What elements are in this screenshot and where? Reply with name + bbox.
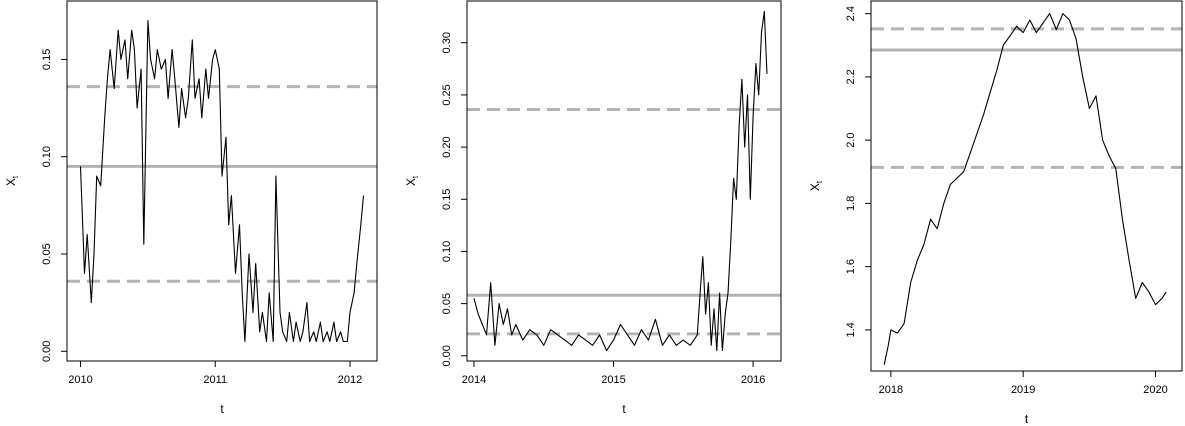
- y-axis-title-subscript: t: [11, 175, 20, 178]
- y-axis-title-subscript: t: [411, 175, 420, 178]
- series-line-1: [79, 19, 365, 343]
- plot-frame: [466, 0, 782, 362]
- y-axis-title: Xt: [4, 175, 20, 186]
- y-tick-label: 0.30: [441, 32, 453, 53]
- y-tick-label: 0.05: [441, 293, 453, 314]
- x-axis-title: t: [220, 402, 224, 416]
- y-tick-label: 0.00: [41, 341, 53, 362]
- x-tick-label: 2012: [338, 374, 362, 386]
- x-tick-label: 2020: [1143, 384, 1167, 396]
- y-tick-label: 2.2: [845, 69, 857, 84]
- x-tick-label: 2010: [68, 374, 92, 386]
- x-tick-label: 2018: [879, 384, 903, 396]
- y-axis-title-subscript: t: [815, 180, 824, 183]
- y-tick-label: 1.4: [845, 322, 857, 337]
- series-line-1: [473, 10, 768, 352]
- y-tick-label: 0.00: [441, 345, 453, 366]
- y-tick-label: 0.15: [41, 49, 53, 70]
- y-tick-label: 0.25: [441, 84, 453, 105]
- plot-frame: [870, 0, 1183, 372]
- x-tick-label: 2011: [203, 374, 227, 386]
- series-line-1: [883, 13, 1167, 365]
- y-tick-label: 2.4: [845, 6, 857, 21]
- x-axis-title: t: [1025, 412, 1029, 426]
- y-tick-label: 0.15: [441, 189, 453, 210]
- x-tick-label: 2019: [1011, 384, 1035, 396]
- chart-panel-2: 2014 2015 2016 0.00 0.05 0.10 0.15 0.20 0.25 0.30…: [404, 0, 782, 416]
- y-axis-title: Xt: [808, 180, 824, 191]
- x-axis-title: t: [622, 402, 626, 416]
- y-tick-label: 1.6: [845, 259, 857, 274]
- y-tick-label: 0.05: [41, 243, 53, 264]
- x-tick-label: 2016: [741, 374, 765, 386]
- y-tick-label: 0.10: [41, 146, 53, 167]
- y-tick-label: 1.8: [845, 196, 857, 211]
- y-tick-label: 0.20: [441, 136, 453, 157]
- y-axis-title: Xt: [404, 175, 420, 186]
- y-tick-label: 2.0: [845, 132, 857, 147]
- x-tick-label: 2014: [462, 374, 486, 386]
- y-tick-label: 0.10: [441, 241, 453, 262]
- plot-frame: [66, 0, 378, 362]
- x-tick-label: 2015: [601, 374, 625, 386]
